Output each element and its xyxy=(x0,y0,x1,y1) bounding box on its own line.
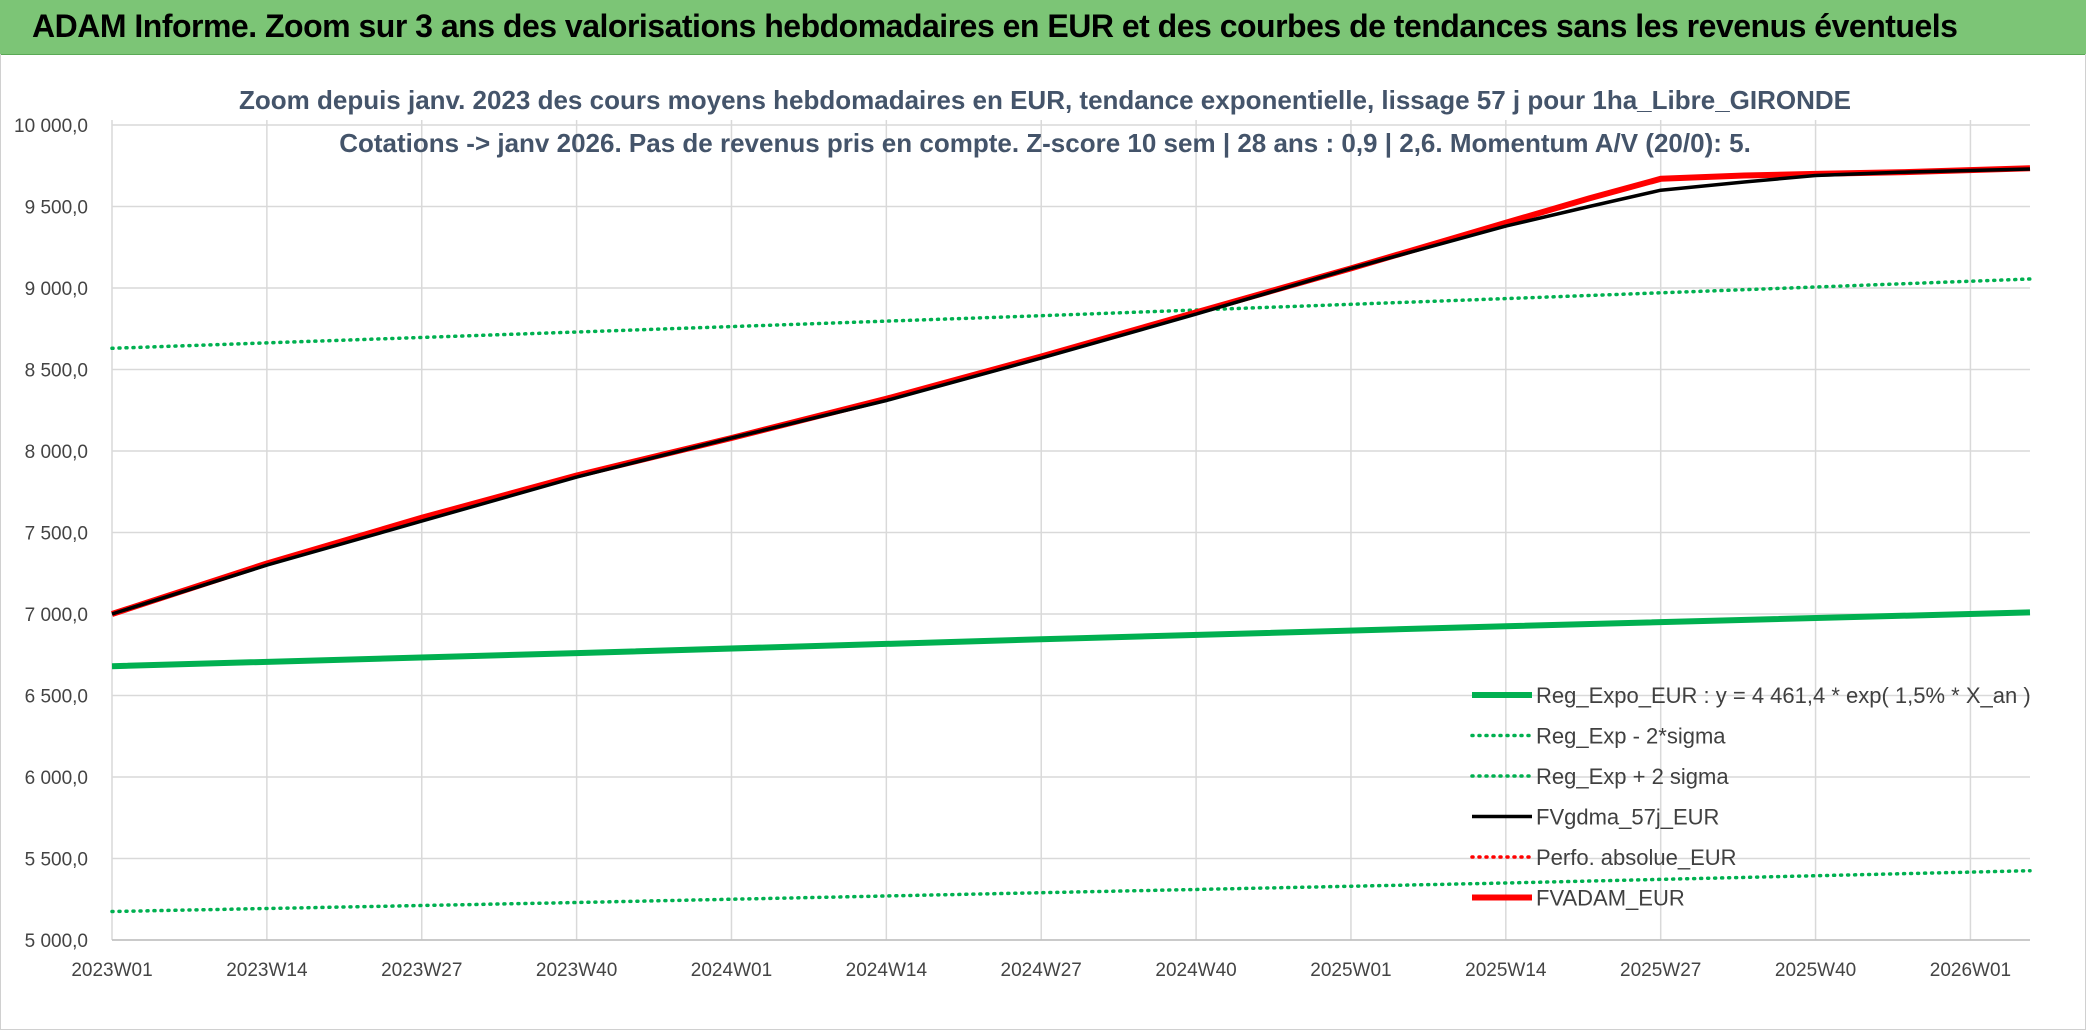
x-tick-label: 2024W27 xyxy=(1001,960,1082,981)
legend-label: Reg_Expo_EUR : y = 4 461,4 * exp( 1,5% *… xyxy=(1536,683,2031,708)
y-tick-label: 5 500,0 xyxy=(25,850,88,871)
chart-subtitle-line-1: Zoom depuis janv. 2023 des cours moyens … xyxy=(239,85,1851,115)
y-tick-label: 10 000,0 xyxy=(14,116,88,137)
y-axis-ticks: 5 000,0 5 500,0 6 000,0 6 500,0 7 000,0 7 500… xyxy=(14,116,88,952)
series-lines xyxy=(110,165,2032,914)
chart-subtitle-line-2: Cotations -> janv 2026. Pas de revenus p… xyxy=(339,128,1751,158)
x-tick-label: 2024W01 xyxy=(691,960,772,981)
y-tick-label: 5 000,0 xyxy=(25,931,88,952)
y-tick-label: 8 000,0 xyxy=(25,442,88,463)
x-tick-label: 2023W40 xyxy=(536,960,617,981)
y-tick-label: 7 000,0 xyxy=(25,605,88,626)
x-tick-label: 2025W01 xyxy=(1310,960,1391,981)
legend: Reg_Expo_EUR : y = 4 461,4 * exp( 1,5% *… xyxy=(1470,683,2031,911)
y-tick-label: 8 500,0 xyxy=(25,361,88,382)
legend-label: FVgdma_57j_EUR xyxy=(1536,805,1719,830)
x-tick-label: 2023W27 xyxy=(381,960,462,981)
grid-lines xyxy=(111,120,2030,941)
legend-label: Reg_Exp - 2*sigma xyxy=(1536,724,1726,749)
x-tick-label: 2023W01 xyxy=(71,960,152,981)
y-tick-label: 6 000,0 xyxy=(25,768,88,789)
y-tick-label: 7 500,0 xyxy=(25,524,88,545)
report-banner: ADAM Informe. Zoom sur 3 ans des valoris… xyxy=(0,0,2086,55)
x-tick-label: 2024W14 xyxy=(846,960,928,981)
y-tick-label: 9 000,0 xyxy=(25,279,88,300)
legend-label: Reg_Exp + 2 sigma xyxy=(1536,764,1729,789)
legend-label: FVADAM_EUR xyxy=(1536,886,1685,911)
series-line-0 xyxy=(111,609,2031,670)
x-tick-label: 2023W14 xyxy=(226,960,308,981)
series-line-3 xyxy=(111,167,2031,616)
x-tick-label: 2026W01 xyxy=(1930,960,2011,981)
report-title: ADAM Informe. Zoom sur 3 ans des valoris… xyxy=(32,8,1958,44)
series-line-5 xyxy=(111,165,2031,617)
y-tick-label: 9 500,0 xyxy=(25,198,88,219)
x-axis-ticks: 2023W01 2023W14 2023W27 2023W40 2024W01 2024W… xyxy=(71,960,2011,981)
series-line-2 xyxy=(110,277,2032,351)
y-tick-label: 6 500,0 xyxy=(25,687,88,708)
x-tick-label: 2025W27 xyxy=(1620,960,1701,981)
x-tick-label: 2025W40 xyxy=(1775,960,1856,981)
series-line-1 xyxy=(110,868,2032,914)
x-tick-label: 2025W14 xyxy=(1465,960,1547,981)
legend-label: Perfo. absolue_EUR xyxy=(1536,845,1737,870)
x-tick-label: 2024W40 xyxy=(1155,960,1236,981)
